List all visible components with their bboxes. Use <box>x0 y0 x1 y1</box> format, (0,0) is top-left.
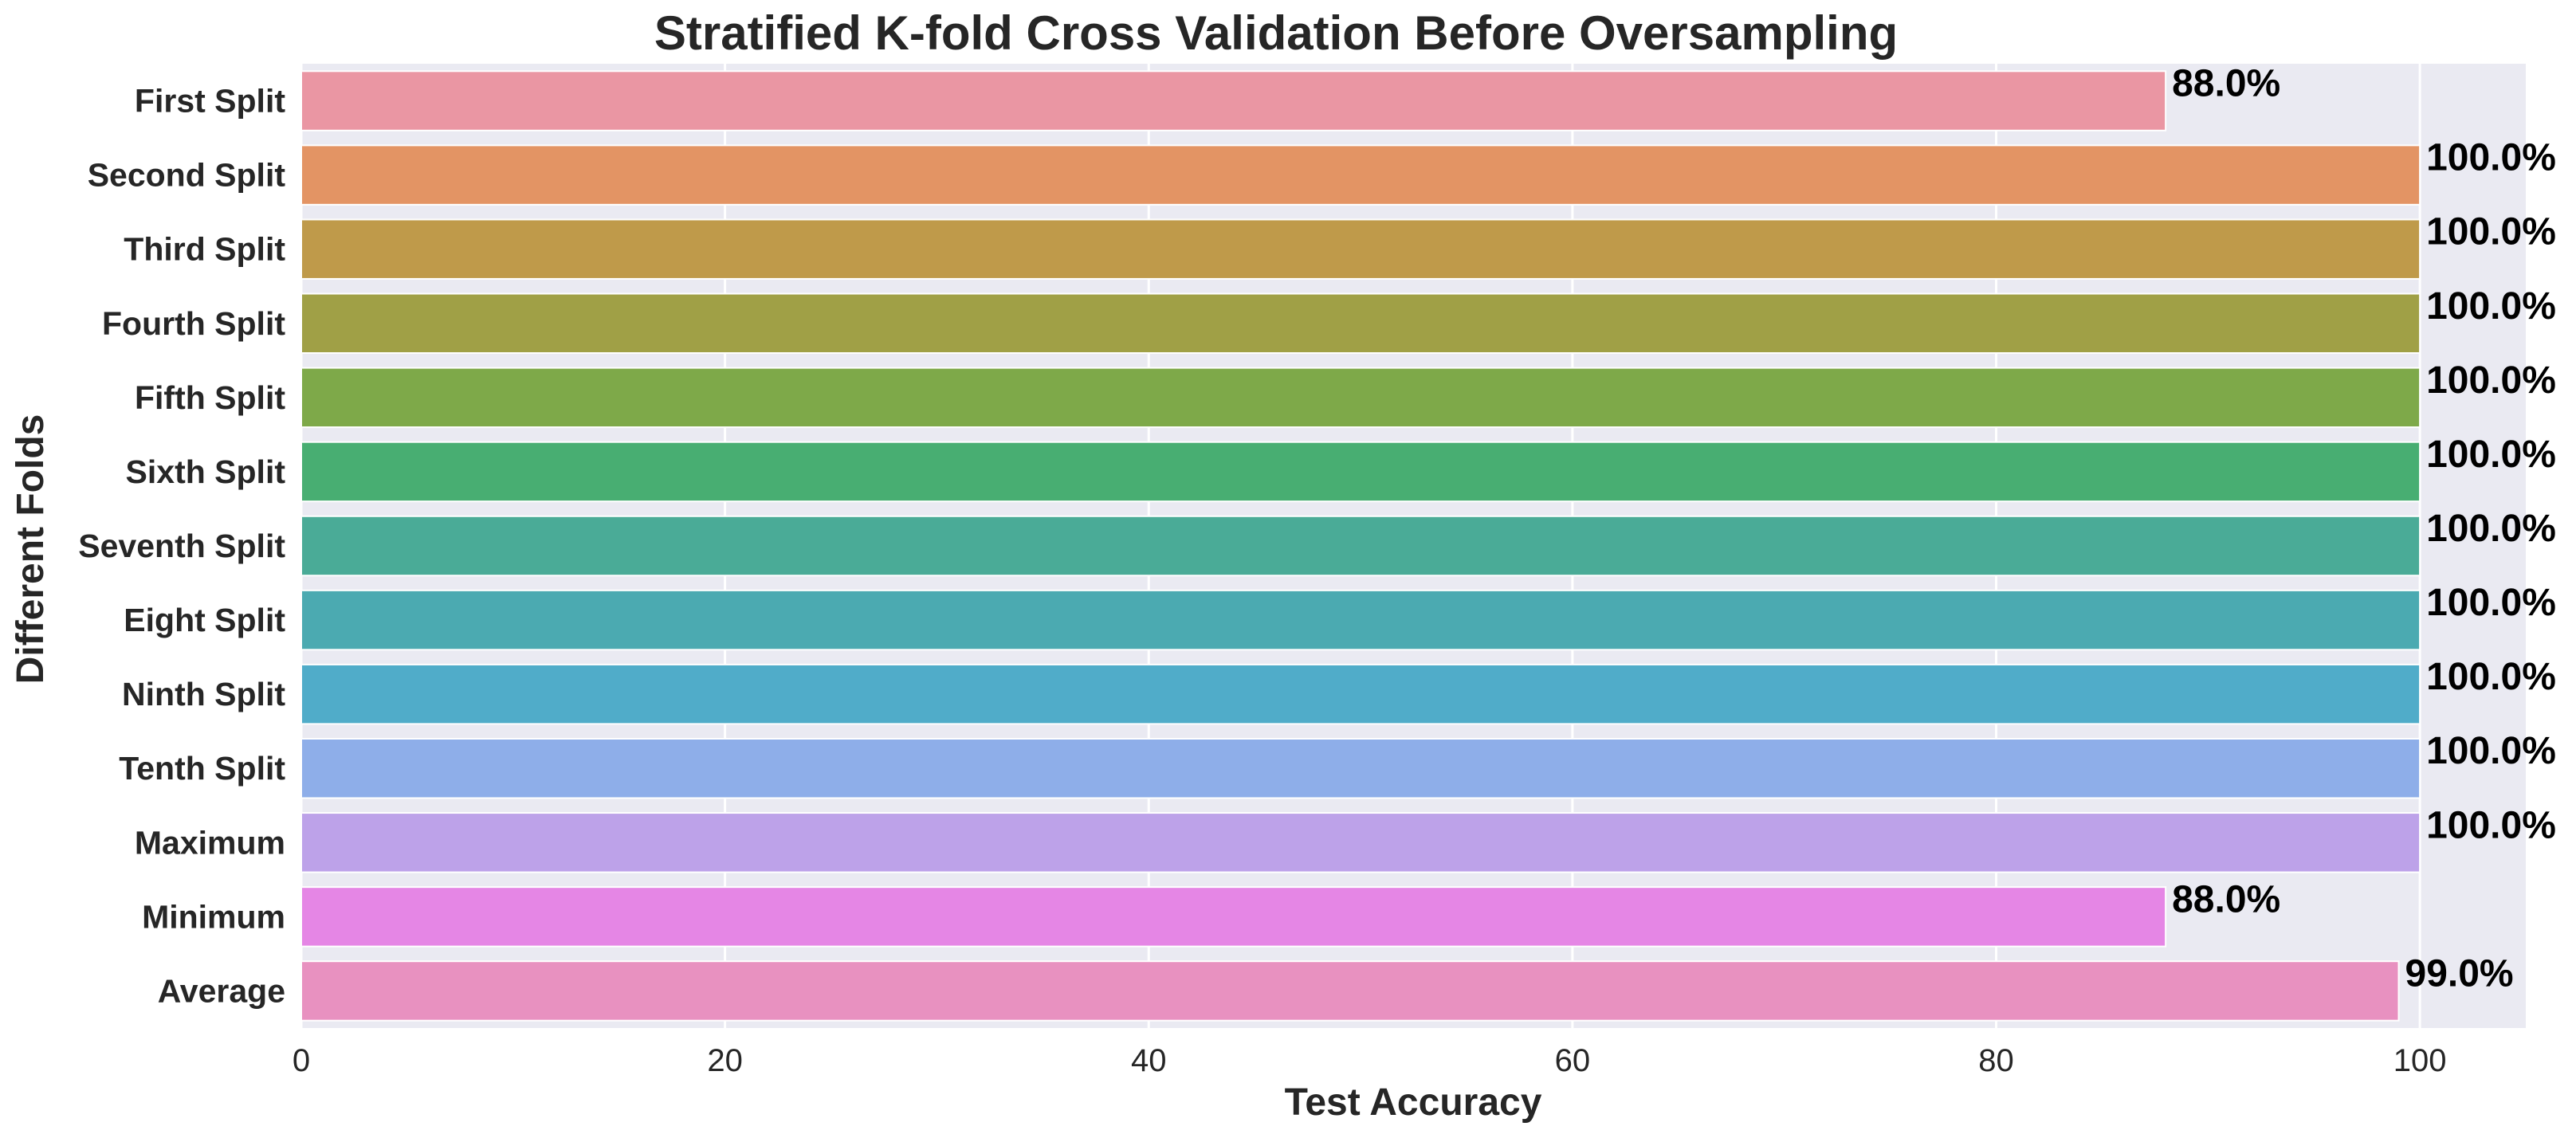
x-tick-label: 20 <box>707 1043 743 1078</box>
x-tick-label: 80 <box>1978 1043 2014 1078</box>
category-label: Third Split <box>124 231 285 268</box>
y-axis-label: Different Folds <box>10 414 52 685</box>
x-tick-label: 0 <box>293 1043 310 1078</box>
data-label: 100.0% <box>2426 285 2556 328</box>
data-label: 100.0% <box>2426 508 2556 550</box>
bar <box>300 441 2421 503</box>
data-label: 99.0% <box>2405 952 2514 995</box>
bars <box>300 70 2421 1022</box>
bar <box>300 589 2421 651</box>
bar <box>300 663 2421 725</box>
bar <box>300 886 2167 948</box>
bar <box>300 70 2167 131</box>
bar <box>300 812 2421 873</box>
bar <box>300 144 2421 206</box>
x-tick-label: 100 <box>2393 1043 2447 1078</box>
data-label: 88.0% <box>2172 878 2280 920</box>
category-labels: First Split Second Split Third Split Fourth… <box>78 83 285 1010</box>
category-label: Average <box>158 972 285 1009</box>
category-label: Fifth Split <box>135 379 285 416</box>
category-label: First Split <box>135 83 285 120</box>
bar <box>300 515 2421 577</box>
category-label: Maximum <box>135 824 285 861</box>
x-axis-label: Test Accuracy <box>1285 1081 1542 1124</box>
bar <box>300 367 2421 429</box>
data-label: 100.0% <box>2426 137 2556 179</box>
category-label: Ninth Split <box>122 676 285 712</box>
data-label: 100.0% <box>2426 656 2556 698</box>
x-tick-label: 60 <box>1555 1043 1591 1078</box>
bar <box>300 292 2421 354</box>
bar <box>300 738 2421 799</box>
category-label: Second Split <box>88 157 286 194</box>
data-labels: 88.0% 100.0% 100.0% 100.0% 100.0% 100.0% 100.0… <box>2172 63 2556 995</box>
bar <box>300 218 2421 280</box>
category-label: Minimum <box>142 898 285 935</box>
data-label: 100.0% <box>2426 804 2556 846</box>
x-tick-label: 40 <box>1131 1043 1167 1078</box>
category-label: Tenth Split <box>119 750 285 787</box>
data-label: 100.0% <box>2426 359 2556 402</box>
x-tick-labels: 0 20 40 60 80 100 <box>293 1043 2447 1078</box>
data-label: 100.0% <box>2426 211 2556 253</box>
data-label: 88.0% <box>2172 63 2280 105</box>
data-label: 100.0% <box>2426 434 2556 476</box>
category-label: Eight Split <box>124 602 285 638</box>
category-label: Sixth Split <box>126 453 286 490</box>
category-label: Fourth Split <box>102 305 285 342</box>
data-label: 100.0% <box>2426 582 2556 624</box>
category-label: Seventh Split <box>78 528 285 564</box>
bar <box>300 960 2400 1022</box>
data-label: 100.0% <box>2426 730 2556 772</box>
chart-title: Stratified K-fold Cross Validation Befor… <box>654 6 1898 60</box>
